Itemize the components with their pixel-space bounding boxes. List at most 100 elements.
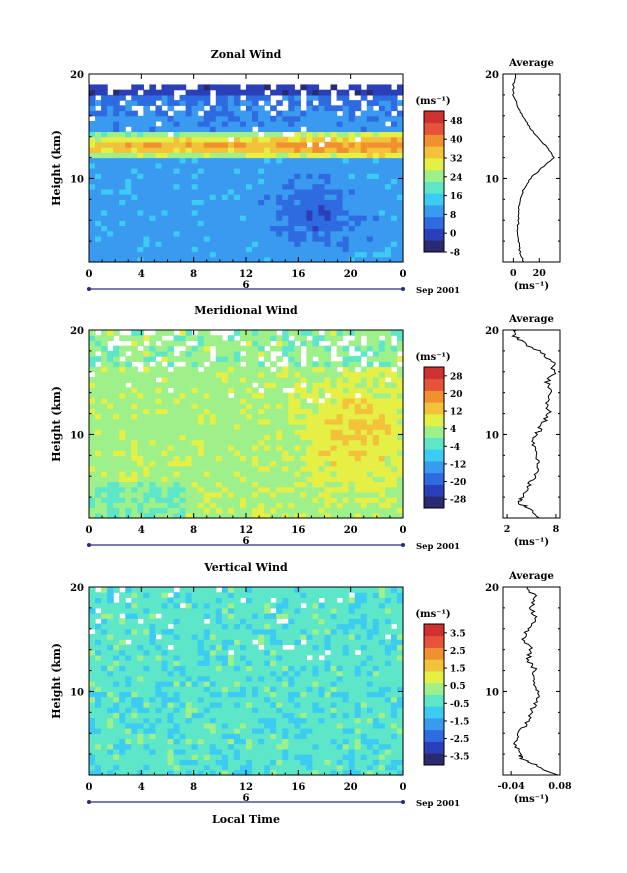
heatmap-cell — [294, 592, 301, 599]
heatmap-cell — [143, 507, 150, 514]
heatmap-cell — [179, 759, 187, 766]
heatmap-cell — [179, 424, 187, 430]
heatmap-cell — [131, 183, 138, 190]
heatmap-cell — [348, 126, 356, 133]
heatmap-cell — [330, 220, 338, 227]
heatmap-cell — [125, 141, 132, 148]
heatmap-cell — [258, 429, 265, 436]
heatmap-cell — [312, 434, 320, 441]
heatmap-cell — [282, 486, 289, 493]
heatmap-cell — [125, 649, 132, 656]
heatmap-cell — [173, 748, 181, 755]
heatmap-cell — [306, 455, 314, 462]
heatmap-cell — [342, 345, 350, 352]
heatmap-cell — [233, 356, 241, 362]
heatmap-cell — [125, 429, 132, 436]
heatmap-cell — [246, 733, 253, 740]
heatmap-cell — [233, 602, 241, 609]
heatmap-cell — [252, 681, 259, 687]
heatmap-cell — [149, 408, 157, 415]
x-tick-label: 20 — [344, 269, 358, 280]
heatmap-cell — [239, 507, 247, 514]
heatmap-cell — [149, 450, 157, 456]
heatmap-cell — [264, 131, 271, 138]
heatmap-cell — [215, 141, 223, 148]
heatmap-cell — [282, 670, 289, 677]
heatmap-cell — [143, 382, 150, 389]
heatmap-cell — [239, 460, 247, 467]
x-tick-label: 12 — [239, 269, 253, 280]
heatmap-cell — [282, 649, 289, 656]
heatmap-cell — [342, 241, 350, 247]
heatmap-cell — [113, 460, 120, 467]
heatmap-cell — [179, 502, 187, 509]
heatmap-cell — [246, 665, 253, 672]
heatmap-cell — [227, 759, 235, 766]
heatmap-cell — [390, 94, 398, 101]
heatmap-cell — [396, 471, 404, 477]
heatmap-cell — [342, 121, 350, 127]
heatmap-cell — [191, 418, 199, 425]
heatmap-cell — [252, 654, 259, 661]
heatmap-cell — [384, 350, 392, 357]
heatmap-cell — [119, 215, 126, 221]
heatmap-cell — [185, 241, 193, 247]
heatmap-cell — [89, 230, 96, 237]
heatmap-cell — [143, 188, 150, 195]
heatmap-cell — [300, 340, 307, 347]
heatmap-cell — [155, 455, 163, 462]
heatmap-cell — [101, 424, 108, 430]
heatmap-cell — [95, 634, 102, 640]
heatmap-cell — [378, 126, 386, 133]
heatmap-cell — [191, 356, 199, 362]
heatmap-cell — [221, 147, 229, 153]
heatmap-cell — [384, 512, 392, 519]
heatmap-cell — [312, 220, 320, 227]
heatmap-cell — [239, 497, 247, 503]
heatmap-cell — [185, 686, 193, 693]
heatmap-cell — [312, 450, 320, 456]
heatmap-cell — [354, 183, 362, 190]
heatmap-cell — [330, 188, 338, 195]
heatmap-cell — [246, 649, 253, 656]
heatmap-cell — [348, 408, 356, 415]
heatmap-cell — [276, 665, 283, 672]
heatmap-cell — [342, 397, 350, 404]
heatmap-cell — [288, 707, 295, 713]
heatmap-cell — [167, 491, 175, 498]
heatmap-cell — [276, 230, 283, 237]
heatmap-cell — [264, 696, 271, 703]
heatmap-cell — [312, 136, 320, 143]
heatmap-cell — [227, 424, 235, 430]
heatmap-cell — [185, 94, 193, 101]
heatmap-cell — [306, 209, 314, 216]
heatmap-cell — [89, 764, 96, 771]
heatmap-cell — [324, 199, 332, 206]
heatmap-cell — [306, 733, 314, 740]
heatmap-cell — [270, 392, 277, 399]
heatmap-cell — [276, 183, 283, 190]
average-y-tick-label: 20 — [485, 70, 499, 81]
heatmap-cell — [390, 450, 398, 456]
heatmap-cell — [185, 215, 193, 221]
heatmap-cell — [95, 168, 102, 174]
heatmap-cell — [125, 743, 132, 750]
heatmap-cell — [354, 162, 362, 169]
heatmap-cell — [119, 209, 126, 216]
heatmap-cell — [348, 424, 356, 430]
heatmap-cell — [221, 644, 229, 651]
colorbar-tick-label: 8 — [450, 211, 456, 221]
heatmap-cell — [185, 649, 193, 656]
heatmap-cell — [384, 330, 392, 336]
heatmap-cell — [119, 110, 126, 117]
heatmap-cell — [264, 728, 271, 734]
heatmap-cell — [252, 618, 259, 625]
heatmap-cell — [197, 136, 205, 143]
heatmap-cell — [282, 84, 289, 91]
heatmap-cell — [107, 256, 114, 263]
heatmap-cell — [209, 162, 217, 169]
heatmap-cell — [95, 691, 102, 698]
heatmap-cell — [372, 141, 380, 148]
heatmap-cell — [233, 429, 241, 436]
heatmap-cell — [252, 141, 259, 148]
